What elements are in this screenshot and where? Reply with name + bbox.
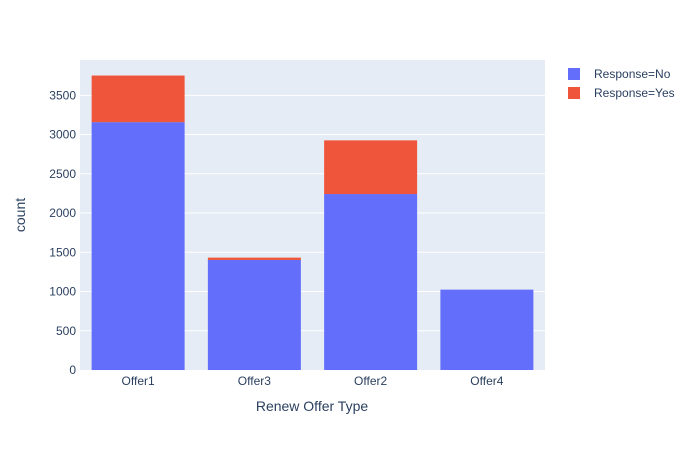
legend-swatch[interactable] xyxy=(568,68,580,80)
x-tick-label: Offer3 xyxy=(238,374,271,388)
y-tick-label: 1000 xyxy=(49,285,76,299)
y-tick-label: 1500 xyxy=(49,245,76,259)
x-tick-label: Offer1 xyxy=(122,374,155,388)
bar-no-offer4[interactable] xyxy=(440,289,534,370)
y-tick-label: 2500 xyxy=(49,167,76,181)
bar-no-offer2[interactable] xyxy=(324,194,418,370)
bar-yes-offer3[interactable] xyxy=(207,257,301,260)
bars xyxy=(91,75,534,371)
x-tick-label: Offer2 xyxy=(354,374,387,388)
y-tick-label: 0 xyxy=(69,363,76,377)
x-tick-label: Offer4 xyxy=(470,374,503,388)
bar-yes-offer2[interactable] xyxy=(324,140,418,195)
bar-no-offer3[interactable] xyxy=(207,259,301,370)
legend-label[interactable]: Response=Yes xyxy=(594,86,675,100)
legend-label[interactable]: Response=No xyxy=(594,67,671,81)
y-tick-labels: 0 500 1000 1500 2000 2500 3000 3500 xyxy=(49,88,76,377)
y-tick-label: 3500 xyxy=(49,88,76,102)
x-axis-title: Renew Offer Type xyxy=(256,398,369,414)
y-tick-label: 500 xyxy=(56,324,76,338)
y-axis-title: count xyxy=(12,198,28,232)
legend[interactable]: Response=No Response=Yes xyxy=(568,67,675,100)
bar-no-offer1[interactable] xyxy=(91,122,185,371)
bar-yes-offer1[interactable] xyxy=(91,75,185,123)
x-tick-labels: Offer1 Offer3 Offer2 Offer4 xyxy=(122,374,504,388)
y-tick-label: 2000 xyxy=(49,206,76,220)
legend-swatch[interactable] xyxy=(568,87,580,99)
y-tick-label: 3000 xyxy=(49,128,76,142)
